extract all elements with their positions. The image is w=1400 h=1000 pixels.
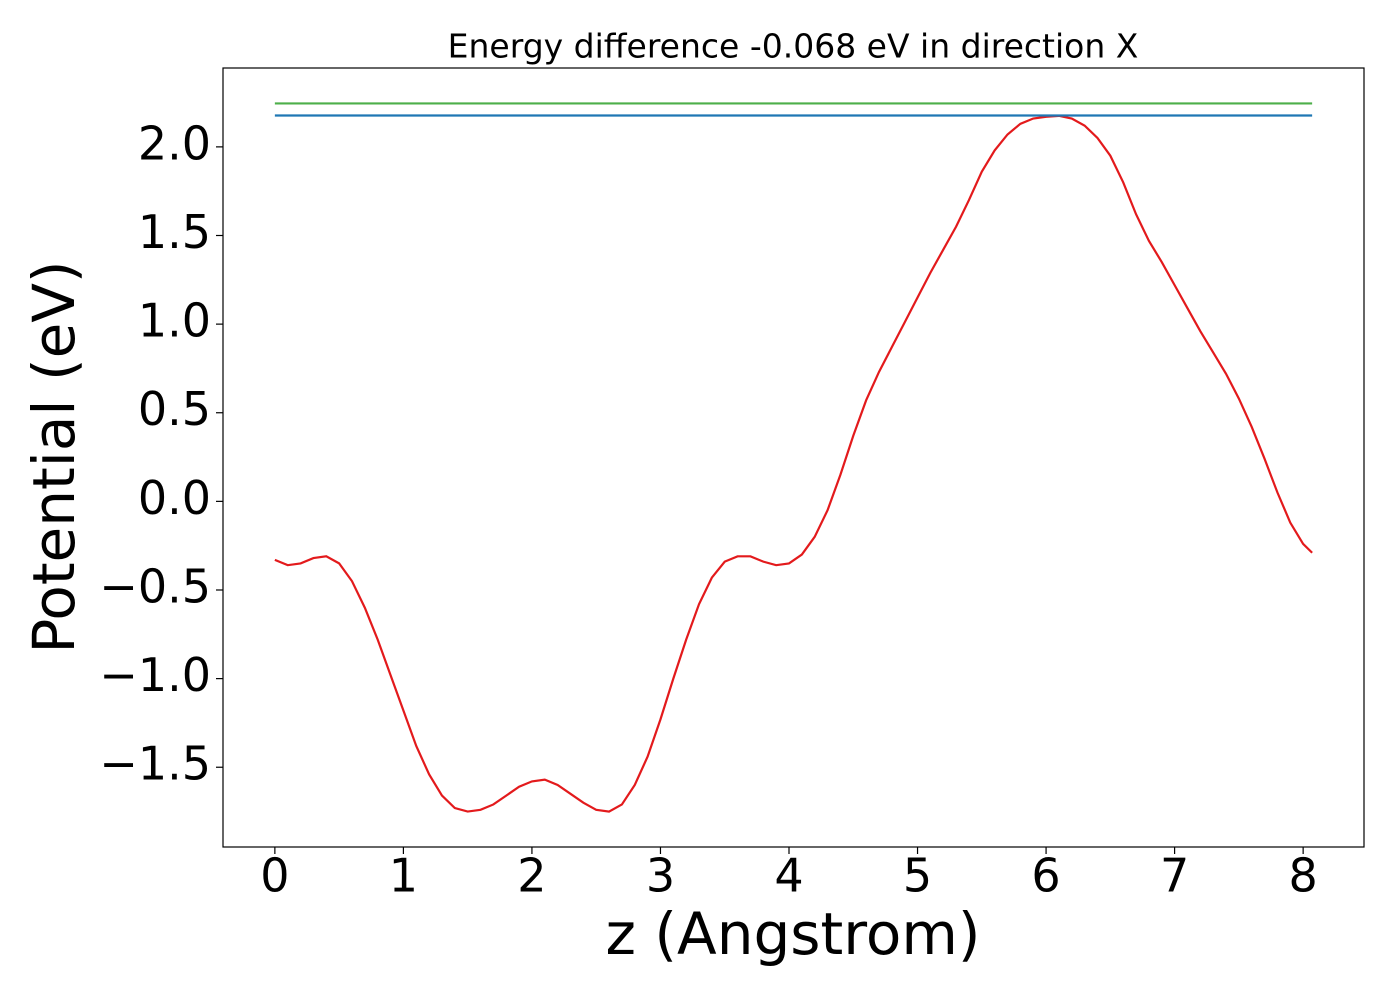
y-tick-label: 0.5 [138, 382, 211, 436]
x-tick-label: 2 [517, 849, 546, 903]
x-tick-label: 0 [260, 849, 289, 903]
y-tick-label: −0.5 [99, 559, 211, 613]
plot-frame [222, 67, 1365, 848]
y-axis-label: Potential (eV) [20, 260, 88, 653]
x-tick-label: 5 [903, 849, 932, 903]
y-tick-label: −1.0 [99, 648, 211, 702]
chart-title: Energy difference -0.068 eV in direction… [448, 27, 1139, 66]
y-tick-label: −1.5 [99, 737, 211, 791]
y-tick-label: 0.0 [138, 471, 211, 525]
x-tick-label: 8 [1288, 849, 1317, 903]
x-axis-label: z (Angstrom) [606, 900, 981, 968]
y-tick-label: 1.0 [138, 294, 211, 348]
x-tick-label: 3 [646, 849, 675, 903]
series-line [274, 114, 1313, 813]
x-tick-label: 1 [389, 849, 418, 903]
y-tick-label: 1.5 [138, 205, 211, 259]
x-tick-label: 7 [1160, 849, 1189, 903]
x-tick-label: 4 [774, 849, 803, 903]
y-tick-label: 2.0 [138, 116, 211, 170]
x-tick-label: 6 [1031, 849, 1060, 903]
